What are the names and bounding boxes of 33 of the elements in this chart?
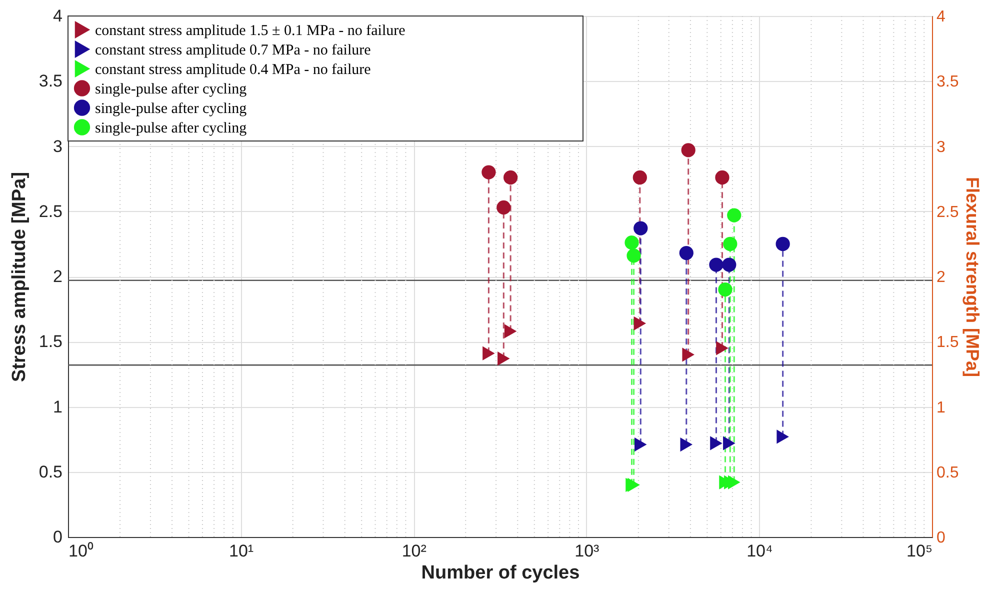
y-tick-label: 1 <box>53 397 62 416</box>
legend-label: constant stress amplitude 0.7 MPa - no failure <box>95 42 372 58</box>
legend-label: constant stress amplitude 1.5 ± 0.1 MPa - no failure <box>95 22 406 39</box>
y-tick-label: 0 <box>53 528 62 546</box>
y2-tick-label: 1.5 <box>936 334 959 352</box>
y-axis-title: Stress amplitude [MPa] <box>8 172 30 382</box>
y-tick-label: 1.5 <box>38 332 62 352</box>
x-tick-label: 10¹ <box>229 542 254 560</box>
y-tick-label: 3.5 <box>38 72 62 91</box>
y-tick-label: 2 <box>53 267 62 286</box>
y2-tick-label: 4 <box>936 8 946 26</box>
y2-axis-title: Flexural strength [MPa] <box>962 176 983 378</box>
y-tick-label: 0.5 <box>38 462 62 482</box>
y2-tick-label: 2 <box>936 269 946 286</box>
x-axis-title: Number of cycles <box>421 562 580 584</box>
x-tick-label: 10⁰ <box>68 542 94 560</box>
y-tick-label: 3 <box>53 136 62 156</box>
legend-label: single-pulse after cycling <box>95 120 248 136</box>
y2-tick-label: 3 <box>936 138 946 156</box>
legend-label: single-pulse after cycling <box>95 100 248 117</box>
y2-tick-label: 0 <box>936 530 946 546</box>
y2-tick-label: 0.5 <box>936 464 959 482</box>
y2-tick-label: 1 <box>936 399 946 416</box>
y-tick-label: 4 <box>53 6 62 26</box>
x-tick-label: 10³ <box>574 542 600 560</box>
legend-label: constant stress amplitude 0.4 MPa - no failure <box>95 62 372 78</box>
y-tick-label: 2.5 <box>38 202 62 221</box>
y2-tick-label: 2.5 <box>936 204 959 221</box>
x-tick-label: 10⁴ <box>746 542 773 560</box>
legend-label: single-pulse after cycling <box>95 81 248 98</box>
x-tick-label: 10² <box>402 542 427 560</box>
x-tick-label: 10⁵ <box>906 542 932 560</box>
y2-tick-label: 3.5 <box>936 74 959 91</box>
